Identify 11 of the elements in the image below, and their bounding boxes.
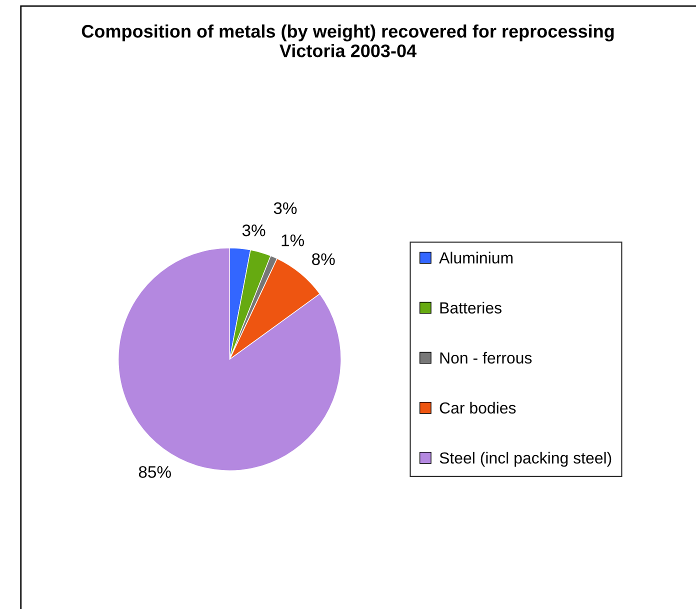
data-label: 85%: [138, 466, 171, 478]
data-label: 3%: [242, 224, 266, 236]
data-label: 8%: [312, 253, 335, 266]
chart-title: Composition of metals (by weight) recovered for reprocessing Victoria 2003-04: [82, 24, 614, 58]
legend-label: Non - ferrous: [440, 352, 532, 364]
data-label: 3%: [274, 202, 297, 214]
legend-label: Steel (incl packing steel): [440, 452, 612, 467]
data-label: 1%: [282, 234, 304, 246]
legend-label: Aluminium: [439, 252, 513, 264]
legend-label: Car bodies: [440, 402, 516, 414]
legend-label: Batteries: [440, 302, 502, 314]
